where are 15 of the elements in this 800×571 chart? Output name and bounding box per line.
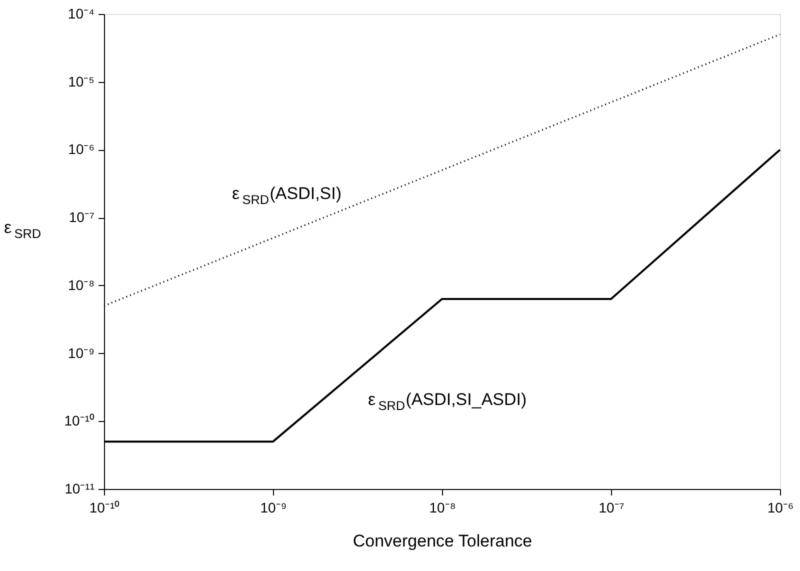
text: (ASDI,SI) [270,184,342,203]
y-tick-label: 10⁻¹⁰ [64,412,94,429]
y-tick-label: 10⁻⁸ [68,276,95,293]
y-tick-label: 10⁻⁴ [68,6,94,22]
x-tick-label: 10⁻⁷ [598,500,624,516]
y-tick-label: 10⁻⁵ [68,73,94,90]
y-tick-label: 10⁻¹¹ [64,480,95,496]
x-tick-label: 10⁻⁶ [767,500,794,516]
x-tick-label: 10⁻¹⁰ [89,500,120,516]
x-axis-title: Convergence Tolerance [352,532,532,550]
y-tick-label: 10⁻⁶ [68,141,94,158]
y-tick-label: 10⁻⁹ [68,344,94,361]
x-tick-label: 10⁻⁹ [260,500,287,516]
x-tick-label: 10⁻⁸ [429,500,456,516]
y-tick-label: 10⁻⁷ [68,209,94,226]
